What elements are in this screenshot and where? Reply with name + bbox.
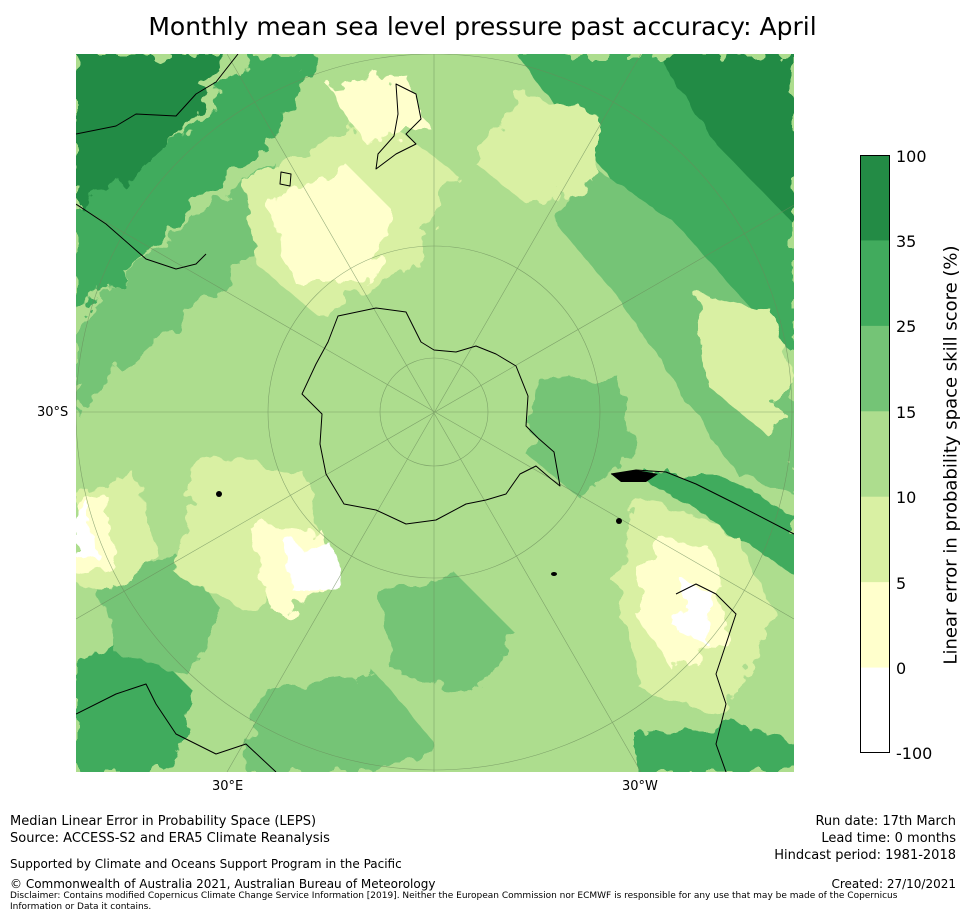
colorbar-bin	[860, 496, 890, 583]
island-marker	[616, 518, 622, 524]
region-skill-mid	[526, 374, 636, 494]
region-skill-negative	[76, 504, 94, 559]
footer-supported: Supported by Climate and Oceans Support …	[10, 857, 402, 871]
hindcast-period: Hindcast period: 1981-2018	[774, 848, 956, 863]
colorbar-tick: 5	[896, 574, 907, 593]
polar-skill-map	[76, 54, 794, 772]
footer-copyright: © Commonwealth of Australia 2021, Austra…	[10, 877, 436, 891]
footer-source: Source: ACCESS-S2 and ERA5 Climate Reana…	[10, 831, 330, 846]
colorbar-bin	[860, 411, 890, 498]
region-skill-high	[76, 54, 226, 214]
colorbar-tick: -100	[896, 744, 933, 763]
tasmania-coastline	[279, 171, 292, 187]
lon-label-30e: 30°E	[212, 779, 244, 794]
colorbar-bin	[860, 240, 890, 327]
south-america-coastline	[610, 469, 794, 535]
footer-method: Median Linear Error in Probability Space…	[10, 814, 317, 829]
region-skill-verylow	[266, 164, 396, 284]
region-skill-mid	[246, 674, 436, 772]
colorbar-tick: 35	[896, 232, 917, 251]
falklands-marker	[611, 470, 658, 482]
region-skill-midhigh	[636, 474, 794, 574]
region-skill-mid	[376, 574, 516, 694]
colorbar-bin	[860, 582, 890, 669]
colorbar	[860, 155, 890, 754]
region-skill-mid	[556, 154, 794, 494]
lat-label-30s: 30°S	[37, 405, 69, 420]
colorbar-tick: 0	[896, 659, 907, 678]
region-skill-negative	[286, 544, 341, 594]
australia-coastline	[76, 203, 207, 270]
colorbar-tick: 100	[896, 147, 927, 166]
colorbar-tick: 25	[896, 317, 917, 336]
region-skill-verylow	[326, 74, 426, 144]
new-zealand-coastline	[375, 83, 422, 170]
island-marker	[216, 491, 222, 497]
australia-coastline	[76, 54, 239, 135]
colorbar-bin	[860, 667, 890, 754]
antarctica-coastline	[301, 307, 561, 525]
lon-label-30w: 30°W	[622, 779, 658, 794]
region-skill-negative	[676, 584, 716, 644]
lead-time: Lead time: 0 months	[821, 831, 956, 846]
created-date: Created: 27/10/2021	[831, 877, 956, 891]
region-skill-midhigh	[76, 634, 196, 772]
colorbar-bin	[860, 155, 890, 241]
region-skill-low	[476, 94, 596, 204]
colorbar-tick: 15	[896, 403, 917, 422]
graticule	[76, 54, 794, 772]
region-skill-midhigh	[636, 724, 794, 772]
region-skill-midhigh	[76, 54, 316, 314]
colorbar-title: Linear error in probability space skill …	[940, 245, 962, 665]
colorbar-bin	[860, 325, 890, 412]
region-skill-mid	[76, 164, 276, 414]
south-america-coastline	[675, 583, 737, 772]
chart-title: Monthly mean sea level pressure past acc…	[148, 12, 817, 41]
run-date: Run date: 17th March	[815, 814, 956, 829]
colorbar-tick: 10	[896, 488, 917, 507]
footer-disclaimer: Disclaimer: Contains modified Copernicus…	[10, 891, 898, 912]
southern-africa-coastline	[76, 683, 277, 772]
region-skill-mid	[96, 554, 226, 674]
region-skill-low	[696, 294, 794, 434]
island-marker	[551, 572, 557, 576]
